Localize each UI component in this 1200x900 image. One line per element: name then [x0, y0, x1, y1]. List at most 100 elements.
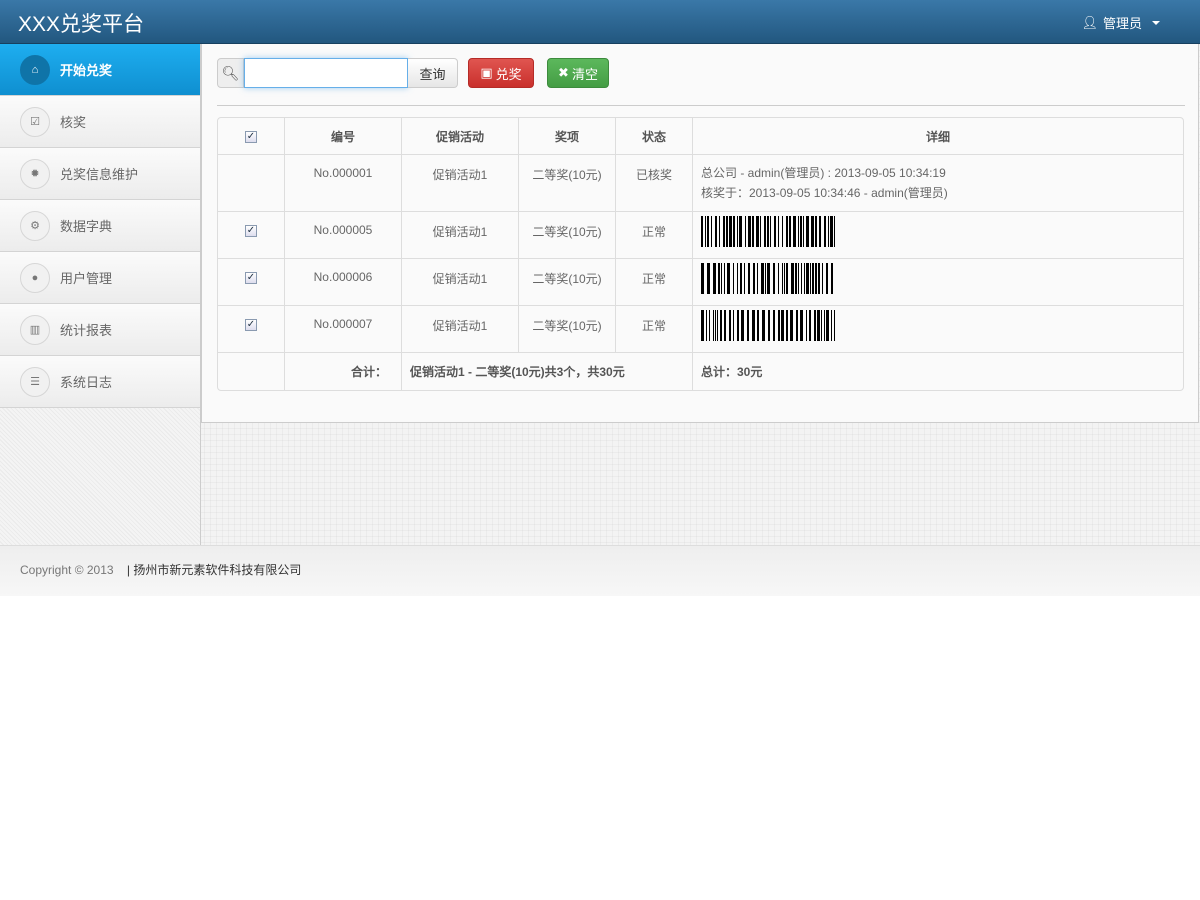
search-icon: 🔍︎	[217, 58, 244, 88]
sidebar-item-label: 统计报表	[60, 323, 113, 338]
barcode-bar	[791, 263, 794, 294]
col-activity: 促销活动	[402, 118, 519, 155]
barcode-bar	[733, 310, 734, 341]
detail-line: 核奖于：2013-09-05 10:34:46 - admin(管理员)	[701, 186, 948, 200]
barcode-bar	[718, 263, 720, 294]
barcode-bar	[724, 263, 725, 294]
barcode-bar	[756, 216, 759, 247]
sidebar-item-6[interactable]: ☰ 系统日志	[0, 356, 200, 408]
home-icon: ⌂	[20, 54, 50, 85]
barcode-bar	[762, 310, 765, 341]
detail-line: 总公司 - admin(管理员) : 2013-09-05 10:34:19	[701, 166, 946, 180]
prize-table: ✓ 编号 促销活动 奖项 状态 详细 No.000001 促销活动1 二等奖(1…	[217, 117, 1184, 391]
barcode-bar	[834, 216, 835, 247]
summary-total: 总计：30元	[701, 365, 763, 379]
barcode-bar	[726, 216, 728, 247]
barcode-bar	[713, 263, 716, 294]
barcode-bar	[706, 310, 707, 341]
barcode-bar	[741, 310, 744, 341]
table-row: ✓ No.000007 促销活动1 二等奖(10元) 正常	[218, 306, 1183, 353]
id-cell: No.000005	[285, 212, 402, 259]
barcode-bar	[733, 216, 735, 247]
sidebar-item-5[interactable]: ▥ 统计报表	[0, 304, 200, 356]
barcode-bar	[822, 263, 823, 294]
barcode-bar	[715, 216, 717, 247]
check-icon: ☑	[20, 106, 50, 137]
barcode-bar	[748, 216, 751, 247]
row-checkbox[interactable]: ✓	[245, 271, 257, 284]
clear-button[interactable]: ✖ 清空	[547, 58, 609, 88]
detail-cell	[693, 212, 1183, 259]
bar-chart-icon: ▥	[20, 314, 50, 345]
search-input[interactable]	[244, 58, 408, 88]
barcode-bar	[767, 216, 769, 247]
user-name: 管理员	[1102, 16, 1142, 31]
barcode-bar	[747, 310, 749, 341]
barcode-bar	[757, 263, 758, 294]
cogs-icon: ⚙	[20, 210, 50, 241]
activity-cell: 促销活动1	[402, 155, 519, 212]
sidebar-item-label: 兑奖信息维护	[60, 167, 139, 182]
barcode-bar	[729, 216, 732, 247]
row-checkbox[interactable]: ✓	[245, 318, 257, 331]
sidebar-item-0[interactable]: ⌂ 开始兑奖	[0, 44, 200, 96]
footer: Copyright © 2013 | 扬州市新元素软件科技有限公司	[0, 545, 1200, 596]
query-button[interactable]: 查询	[408, 58, 458, 88]
redeem-label: 兑奖	[495, 66, 522, 82]
brand-title[interactable]: XXX兑奖平台	[18, 13, 145, 36]
barcode-bar	[757, 310, 759, 341]
barcode-bar	[701, 216, 703, 247]
barcode-bar	[831, 263, 833, 294]
barcode-bar	[721, 263, 722, 294]
barcode-bar	[768, 310, 770, 341]
barcode-bar	[764, 216, 766, 247]
barcode-bar	[770, 216, 771, 247]
barcode-bar	[815, 263, 817, 294]
barcode-bar	[713, 310, 714, 341]
prize-cell: 二等奖(10元)	[519, 259, 616, 306]
sidebar-item-label: 开始兑奖	[60, 63, 113, 78]
barcode-bar	[719, 216, 720, 247]
prize-cell: 二等奖(10元)	[519, 212, 616, 259]
status-cell: 正常	[616, 306, 693, 353]
barcode-bar	[701, 263, 704, 294]
barcode-bar	[812, 263, 814, 294]
company-name: | 扬州市新元素软件科技有限公司	[126, 563, 302, 577]
barcode-bar	[790, 310, 793, 341]
barcode-bar	[767, 263, 770, 294]
sidebar-item-label: 用户管理	[60, 271, 113, 286]
select-all-checkbox[interactable]: ✓	[245, 130, 257, 143]
barcode-bar	[793, 216, 796, 247]
sidebar-item-3[interactable]: ⚙ 数据字典	[0, 200, 200, 252]
barcode-bar	[798, 216, 799, 247]
barcode-bar	[801, 263, 802, 294]
redeem-button[interactable]: ▣ 兑奖	[468, 58, 534, 88]
barcode-bar	[817, 310, 820, 341]
checkbox-cell: ✓	[218, 306, 285, 353]
barcode-bar	[748, 263, 750, 294]
sidebar-item-4[interactable]: ● 用户管理	[0, 252, 200, 304]
barcode-bar	[740, 263, 742, 294]
sidebar-item-2[interactable]: ✹ 兑奖信息维护	[0, 148, 200, 200]
sidebar-item-1[interactable]: ☑ 核奖	[0, 96, 200, 148]
user-menu[interactable]: 👤︎ 管理员	[1081, 13, 1160, 32]
cog-icon: ✹	[20, 158, 50, 189]
activity-cell: 促销活动1	[402, 259, 519, 306]
row-checkbox[interactable]: ✓	[245, 224, 257, 237]
barcode-bar	[824, 310, 825, 341]
barcode-bar	[717, 310, 718, 341]
detail-cell	[693, 306, 1183, 353]
prize-cell: 二等奖(10元)	[519, 155, 616, 212]
barcode-bar	[707, 216, 709, 247]
barcode-bar	[773, 310, 775, 341]
barcode-bar	[720, 310, 722, 341]
prize-cell: 二等奖(10元)	[519, 306, 616, 353]
search-group: 🔍︎ 查询	[217, 58, 458, 88]
barcode-bar	[826, 263, 828, 294]
barcode-bar	[814, 310, 816, 341]
barcode-bar	[831, 310, 832, 341]
col-id: 编号	[285, 118, 402, 155]
barcode-bar	[715, 310, 716, 341]
barcode-bar	[800, 310, 803, 341]
col-detail: 详细	[693, 118, 1183, 155]
